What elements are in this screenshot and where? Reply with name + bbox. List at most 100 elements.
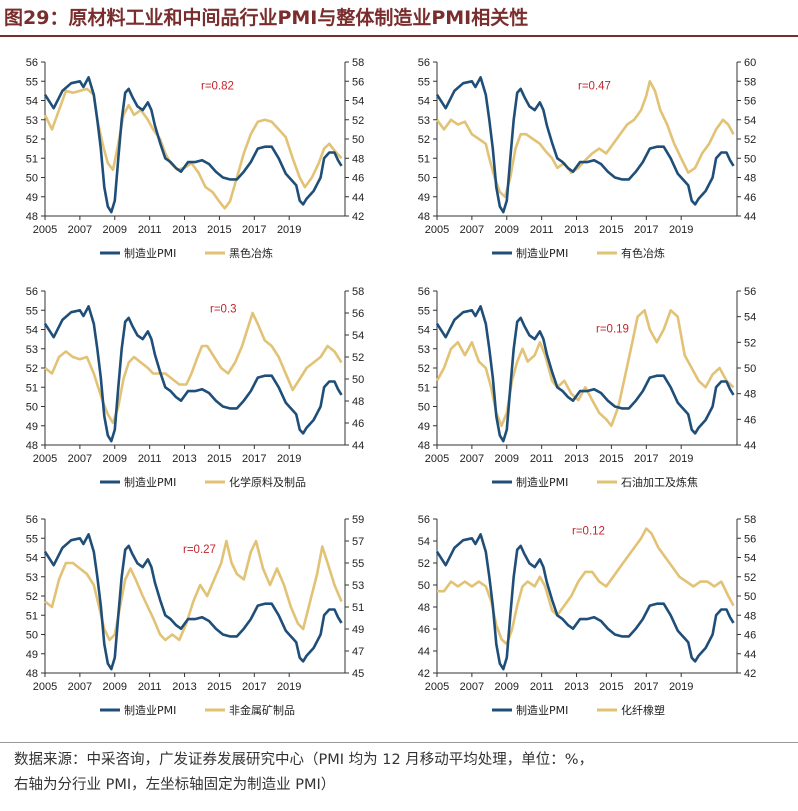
- panel-3-manufacturing-line: [43, 305, 343, 443]
- panel-2-right-tick-label: 58: [744, 76, 756, 88]
- panel-2-left-tick-label: 56: [418, 57, 430, 69]
- panel-3-left-tick-label: 55: [26, 305, 38, 317]
- panel-1-right-tick-label: 52: [352, 115, 364, 127]
- panel-6-right-tick-label: 48: [744, 610, 756, 622]
- panel-3-x-tick-label: 2007: [68, 453, 92, 465]
- panel-6-left-tick-label: 44: [418, 646, 430, 658]
- panel-1-x-tick-label: 2009: [103, 224, 127, 236]
- panel-3-left-tick-label: 54: [26, 325, 38, 337]
- panel-1-right-tick-label: 58: [352, 57, 364, 69]
- panel-2-x-tick-label: 2005: [425, 224, 449, 236]
- panel-2-x-tick-label: 2015: [599, 224, 623, 236]
- panel-6-x-tick-label: 2011: [530, 681, 554, 693]
- panel-6-left-tick-label: 50: [418, 580, 430, 592]
- panel-1-left-tick-label: 50: [26, 173, 38, 185]
- panel-1-right-tick-label: 50: [352, 134, 364, 146]
- panel-6-x-tick-label: 2013: [564, 681, 588, 693]
- panel-2-left-tick-label: 55: [418, 76, 430, 88]
- panel-5-right-tick-label: 47: [352, 646, 364, 658]
- chart-grid: 48 49 50 51 52 53 54 55 56 42 44 46 48 50 52 54 56 58 2005…: [0, 40, 798, 730]
- panel-6-right-tick-label: 52: [744, 572, 756, 584]
- panel-6-right-tick-label: 46: [744, 630, 756, 642]
- panel-6-legend-label-manufacturing: 制造业PMI: [516, 703, 568, 717]
- panel-5-left-tick-label: 48: [26, 668, 38, 680]
- panel-2-legend-label-manufacturing: 制造业PMI: [516, 246, 568, 260]
- panel-4-x-tick-label: 2019: [669, 453, 693, 465]
- panel-5-right-tick-label: 57: [352, 536, 364, 548]
- panel-3-left-tick-label: 52: [26, 363, 38, 375]
- panel-1-x-tick-label: 2005: [33, 224, 57, 236]
- panel-5-legend-label-manufacturing: 制造业PMI: [124, 703, 176, 717]
- panel-3-left-tick-label: 48: [26, 440, 38, 452]
- panel-2-right-tick-label: 56: [744, 96, 756, 108]
- panel-3-left-tick-label: 49: [26, 421, 38, 433]
- panel-6-left-tick-label: 54: [418, 536, 430, 548]
- panel-4-left-tick-label: 48: [418, 440, 430, 452]
- panel-4-left-tick-label: 49: [418, 421, 430, 433]
- panel-3-right-tick-label: 54: [352, 330, 364, 342]
- panel-4-x-tick-label: 2017: [634, 453, 658, 465]
- panel-2-left-tick-label: 51: [418, 153, 430, 165]
- panel-1-x-tick-label: 2019: [277, 224, 301, 236]
- panel-2-right-tick-label: 60: [744, 57, 756, 69]
- panel-3-right-tick-label: 50: [352, 374, 364, 386]
- panel-1-x-tick-label: 2007: [68, 224, 92, 236]
- panel-6-r-label: r=0.12: [572, 525, 605, 537]
- panel-4-right-tick-label: 54: [744, 312, 756, 324]
- chart-canvas: 48 49 50 51 52 53 54 55 56 42 44 46 48 50 52 54 56 58 2005…: [26, 57, 757, 717]
- panel-4-r-label: r=0.19: [596, 324, 629, 336]
- panel-1-left-tick-label: 51: [26, 153, 38, 165]
- panel-5-right-tick-label: 55: [352, 558, 364, 570]
- panel-4-right-tick-label: 50: [744, 363, 756, 375]
- panel-5-right-tick-label: 59: [352, 514, 364, 526]
- panel-3-x-tick-label: 2009: [103, 453, 127, 465]
- panel-5-x-tick-label: 2013: [172, 681, 196, 693]
- panel-5-left-tick-label: 51: [26, 610, 38, 622]
- panel-4-right-tick-label: 56: [744, 286, 756, 298]
- panel-5-legend-label-industry: 非金属矿制品: [229, 703, 295, 717]
- panel-6-left-tick-label: 46: [418, 624, 430, 636]
- panel-6-x-tick-label: 2017: [634, 681, 658, 693]
- panel-3-right-tick-label: 52: [352, 352, 364, 364]
- panel-6-right-tick-label: 54: [744, 553, 756, 565]
- panel-5-right-tick-label: 49: [352, 624, 364, 636]
- panel-1-left-tick-label: 52: [26, 134, 38, 146]
- panel-6-x-tick-label: 2019: [669, 681, 693, 693]
- source-note-line-2: 右轴为分行业 PMI，左坐标轴固定为制造业 PMI）: [14, 777, 336, 793]
- panel-6-left-tick-label: 56: [418, 514, 430, 526]
- panel-3-left-tick-label: 53: [26, 344, 38, 356]
- panel-2-x-tick-label: 2017: [634, 224, 658, 236]
- panel-2-right-tick-label: 48: [744, 173, 756, 185]
- panel-1-legend-label-industry: 黑色冶炼: [229, 246, 273, 260]
- panel-4-legend-label-industry: 石油加工及炼焦: [621, 475, 698, 489]
- panel-3-right-tick-label: 48: [352, 396, 364, 408]
- panel-4-left-tick-label: 53: [418, 344, 430, 356]
- panel-3-x-tick-label: 2019: [277, 453, 301, 465]
- panel-1-left-tick-label: 55: [26, 76, 38, 88]
- panel-3-right-tick-label: 44: [352, 440, 364, 452]
- panel-6-right-tick-label: 42: [744, 668, 756, 680]
- panel-4-left-tick-label: 56: [418, 286, 430, 298]
- panel-6-legend-label-industry: 化纤橡塑: [621, 703, 665, 717]
- panel-5-left-tick-label: 56: [26, 514, 38, 526]
- panel-5-r-label: r=0.27: [183, 544, 216, 556]
- source-note: 数据来源：中采咨询，广发证券发展研究中心（PMI 均为 12 月移动平均处理，单…: [14, 748, 790, 808]
- panel-6-x-tick-label: 2015: [599, 681, 623, 693]
- panel-5-left-tick-label: 53: [26, 572, 38, 584]
- panel-3-x-tick-label: 2013: [172, 453, 196, 465]
- panel-2-right-tick-label: 54: [744, 115, 756, 127]
- panel-5-left-tick-label: 54: [26, 553, 38, 565]
- panel-4-x-tick-label: 2011: [530, 453, 554, 465]
- panel-6-x-tick-label: 2009: [495, 681, 519, 693]
- panel-4-left-tick-label: 54: [418, 325, 430, 337]
- panel-4-manufacturing-line: [435, 305, 735, 443]
- panel-5-industry-line: [44, 539, 343, 642]
- panel-5-x-tick-label: 2019: [277, 681, 301, 693]
- panel-2-r-label: r=0.47: [578, 81, 611, 93]
- panel-2-left-tick-label: 50: [418, 173, 430, 185]
- panel-6-manufacturing-line: [435, 533, 735, 671]
- panel-1-left-tick-label: 53: [26, 115, 38, 127]
- panel-6-left-tick-label: 42: [418, 668, 430, 680]
- panel-2-x-tick-label: 2009: [495, 224, 519, 236]
- panel-1-right-tick-label: 44: [352, 192, 364, 204]
